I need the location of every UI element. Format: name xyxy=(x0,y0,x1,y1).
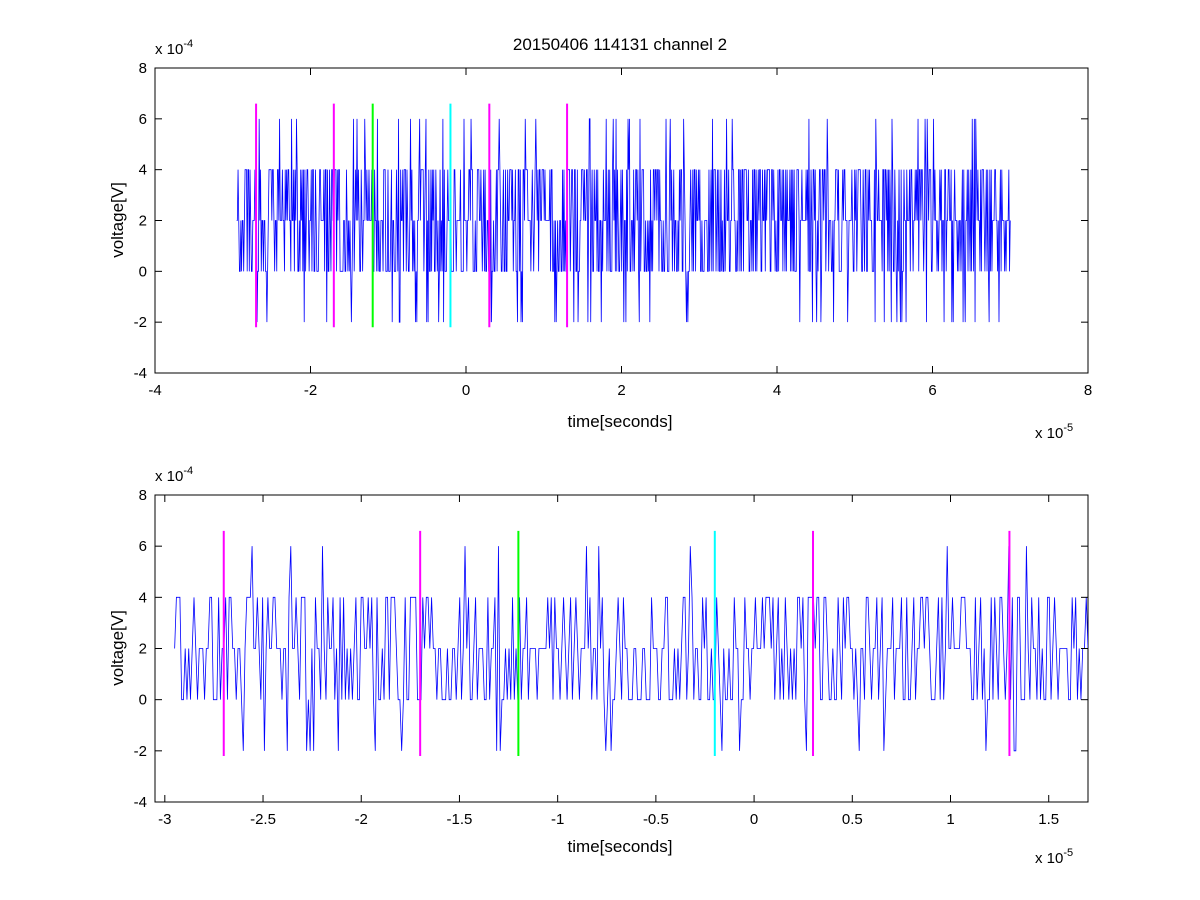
bottom-x-ticks: -3 -2.5 -2 -1.5 -1 -0.5 0 0.5 1 1.5 xyxy=(158,495,1059,828)
top-x-exponent: x 10-5 xyxy=(1035,422,1073,442)
x-tick-label: -2.5 xyxy=(250,811,276,828)
top-series-group xyxy=(236,103,1011,328)
y-tick-label: 8 xyxy=(139,60,147,77)
bottom-subplot: -3 -2.5 -2 -1.5 -1 -0.5 0 0.5 1 1.5 -4 -2 0 2 4 6 8 tim… xyxy=(108,465,1089,867)
y-tick-label: 8 xyxy=(139,487,147,504)
x-tick-label: 0 xyxy=(462,382,470,399)
y-tick-label: -2 xyxy=(134,314,147,331)
bottom-x-axis-label: time[seconds] xyxy=(568,837,673,856)
top-y-exponent: x 10-4 xyxy=(155,38,193,58)
y-tick-label: 6 xyxy=(139,111,147,128)
y-tick-label: 0 xyxy=(139,692,147,709)
x-tick-label: -3 xyxy=(158,811,171,828)
x-tick-label: -1.5 xyxy=(447,811,473,828)
y-tick-label: 0 xyxy=(139,263,147,280)
bottom-y-axis-label: voltage[V] xyxy=(108,610,127,686)
bottom-x-exponent: x 10-5 xyxy=(1035,847,1073,867)
x-tick-label: -0.5 xyxy=(643,811,669,828)
x-tick-label: 4 xyxy=(773,382,781,399)
y-tick-label: -4 xyxy=(134,365,147,382)
x-tick-label: 0 xyxy=(750,811,758,828)
x-tick-label: 1 xyxy=(946,811,954,828)
figure-title: 20150406 114131 channel 2 xyxy=(513,35,727,54)
x-tick-label: 1.5 xyxy=(1038,811,1059,828)
y-tick-label: -2 xyxy=(134,743,147,760)
top-x-ticks: -4 -2 0 2 4 6 8 xyxy=(148,68,1092,399)
x-tick-label: -4 xyxy=(148,382,161,399)
bottom-y-ticks: -4 -2 0 2 4 6 8 xyxy=(134,487,1088,811)
bottom-plot-area xyxy=(154,494,1089,803)
x-tick-label: 8 xyxy=(1084,382,1092,399)
top-y-ticks: -4 -2 0 2 4 6 8 xyxy=(134,60,1088,382)
x-tick-label: 2 xyxy=(617,382,625,399)
bottom-y-exponent: x 10-4 xyxy=(155,465,193,485)
y-tick-label: 2 xyxy=(139,641,147,658)
y-tick-label: -4 xyxy=(134,794,147,811)
voltage-series-line xyxy=(236,118,1011,323)
bottom-series-group xyxy=(174,530,1088,756)
x-tick-label: -2 xyxy=(304,382,317,399)
y-tick-label: 6 xyxy=(139,538,147,555)
voltage-series-line xyxy=(174,546,1088,752)
y-tick-label: 4 xyxy=(139,162,147,179)
top-y-axis-label: voltage[V] xyxy=(108,182,127,258)
y-tick-label: 2 xyxy=(139,213,147,230)
y-tick-label: 4 xyxy=(139,589,147,606)
x-tick-label: 0.5 xyxy=(842,811,863,828)
x-tick-label: -2 xyxy=(355,811,368,828)
top-x-axis-label: time[seconds] xyxy=(568,412,673,431)
x-tick-label: -1 xyxy=(551,811,564,828)
x-tick-label: 6 xyxy=(928,382,936,399)
top-subplot: -4 -2 0 2 4 6 8 -4 -2 0 2 4 6 8 time[seconds] voltag… xyxy=(108,38,1092,442)
